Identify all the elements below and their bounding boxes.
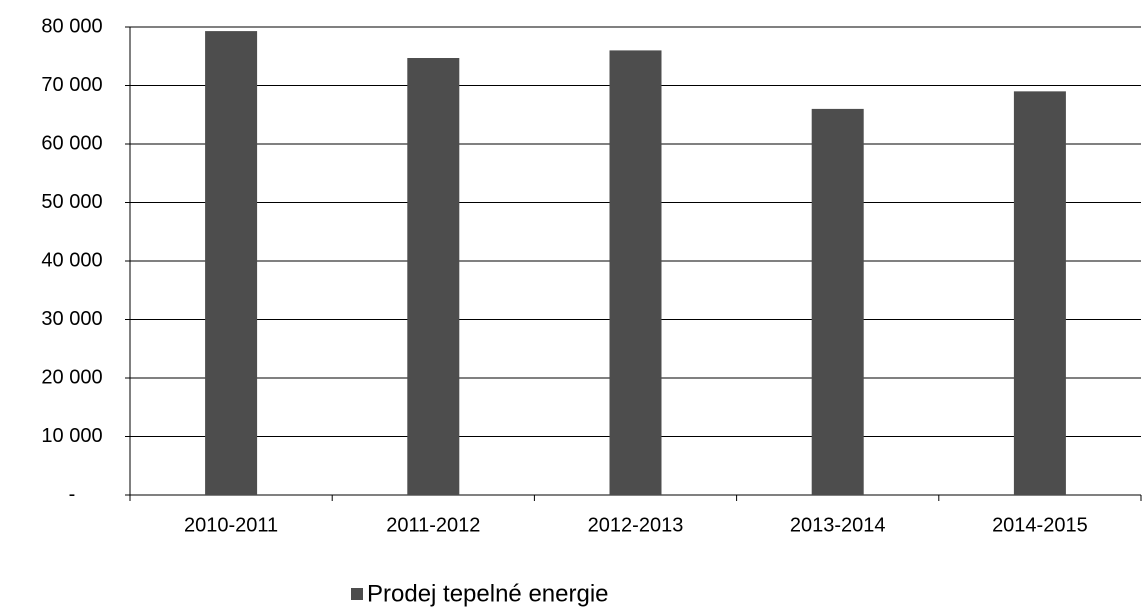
y-tick-label: -: [69, 483, 76, 505]
y-tick-label: 80 000: [41, 15, 102, 37]
y-tick-label: 30 000: [41, 308, 102, 330]
x-tick-label: 2012-2013: [588, 514, 684, 536]
y-tick-label: 20 000: [41, 366, 102, 388]
bar: [205, 31, 258, 495]
bar: [1013, 91, 1066, 495]
x-tick-label: 2011-2012: [386, 514, 480, 536]
y-tick-label: 50 000: [41, 191, 102, 213]
legend-swatch: [351, 588, 363, 600]
x-tick-label: 2014-2015: [992, 514, 1088, 536]
legend-label: Prodej tepelné energie: [367, 580, 609, 607]
bar: [407, 58, 460, 495]
y-tick-label: 60 000: [41, 132, 102, 154]
y-tick-label: 70 000: [41, 74, 102, 96]
y-tick-label: 40 000: [41, 249, 102, 271]
x-tick-label: 2010-2011: [184, 514, 278, 536]
bar: [609, 50, 662, 496]
bar: [811, 108, 864, 496]
y-tick-label: 10 000: [41, 425, 102, 447]
x-tick-label: 2013-2014: [790, 514, 886, 536]
